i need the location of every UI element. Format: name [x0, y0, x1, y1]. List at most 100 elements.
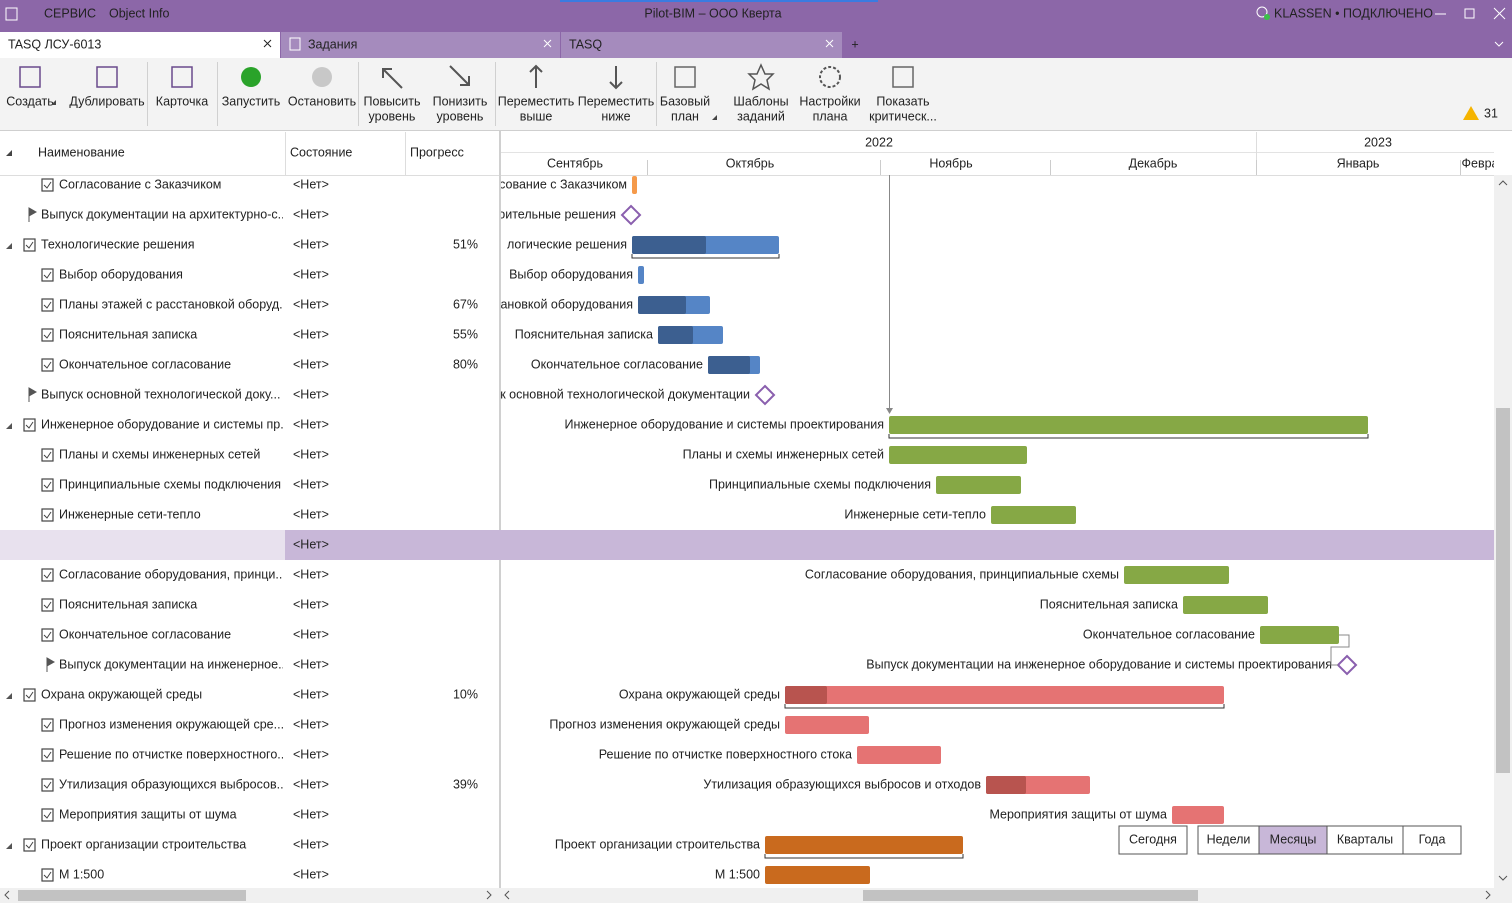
h-scroll-thumb[interactable]	[18, 890, 246, 901]
column-header[interactable]: Наименование	[38, 145, 125, 159]
gantt-bar[interactable]	[1124, 566, 1229, 584]
scale-button-label[interactable]: Недели	[1207, 832, 1251, 846]
row[interactable]	[0, 380, 499, 410]
scale-button[interactable]	[1258, 825, 1328, 855]
tab-close[interactable]	[263, 39, 272, 48]
tab[interactable]	[0, 32, 280, 58]
button-label[interactable]: Остановить	[288, 94, 356, 108]
tab[interactable]	[281, 32, 560, 58]
scale-button[interactable]	[1402, 825, 1462, 855]
button-label[interactable]: ниже	[601, 109, 630, 123]
scale-button-label[interactable]: Месяцы	[1270, 832, 1317, 846]
gantt-bar[interactable]	[785, 686, 1224, 704]
tab-close[interactable]	[825, 39, 834, 48]
expand-toggle[interactable]	[6, 693, 12, 699]
row[interactable]	[0, 680, 499, 710]
button-label[interactable]: Базовый	[660, 94, 710, 108]
row[interactable]	[0, 620, 499, 650]
tabs-menu[interactable]	[1494, 41, 1504, 47]
row[interactable]	[0, 410, 499, 440]
button-label[interactable]: Дублировать	[69, 94, 144, 108]
close[interactable]	[1493, 7, 1506, 20]
button-label[interactable]: Создать	[6, 94, 54, 108]
gantt-bar[interactable]	[765, 836, 963, 854]
scroll-arrow[interactable]	[1498, 180, 1508, 186]
tab-label[interactable]: TASQ ЛСУ-6013	[8, 37, 101, 51]
scroll-arrow[interactable]	[1485, 890, 1491, 900]
scroll-arrow[interactable]	[504, 890, 510, 900]
milestone[interactable]	[620, 204, 642, 226]
gantt-bar[interactable]	[991, 506, 1076, 524]
expand-toggle[interactable]	[6, 843, 12, 849]
gantt-bar[interactable]	[638, 266, 644, 284]
button-label[interactable]: Запустить	[222, 94, 281, 108]
tab-label[interactable]: +	[851, 37, 858, 51]
column-header[interactable]: Состояние	[290, 145, 352, 159]
gantt-bar[interactable]	[632, 176, 637, 194]
gantt-bar[interactable]	[1172, 806, 1224, 824]
button-label[interactable]: Карточка	[156, 94, 208, 108]
row[interactable]	[0, 320, 499, 350]
scale-button[interactable]	[1118, 825, 1188, 855]
gantt-bar[interactable]	[936, 476, 1021, 494]
gantt-bar[interactable]	[1260, 626, 1339, 644]
button-label[interactable]: Показать	[876, 94, 929, 108]
row[interactable]	[0, 860, 499, 890]
button-label[interactable]: Повысить	[363, 94, 420, 108]
button-label[interactable]: Переместить	[578, 94, 655, 108]
button-label[interactable]: Понизить	[433, 94, 488, 108]
collapse-all[interactable]	[6, 150, 12, 156]
button-label[interactable]: уровень	[437, 109, 484, 123]
maximize[interactable]	[1464, 8, 1475, 19]
row[interactable]	[0, 770, 499, 800]
gantt-bar[interactable]	[1183, 596, 1268, 614]
scroll-arrow[interactable]	[4, 890, 10, 900]
row[interactable]	[0, 260, 499, 290]
gantt-bar[interactable]	[765, 866, 870, 884]
gantt-bar[interactable]	[785, 716, 869, 734]
button-label[interactable]: уровень	[369, 109, 416, 123]
tab-label[interactable]: Задания	[308, 37, 357, 51]
menu-item[interactable]: Object Info	[109, 6, 169, 20]
scroll-arrow[interactable]	[1498, 875, 1508, 881]
user-status[interactable]: KLASSEN • ПОДКЛЮЧЕНО	[1274, 6, 1433, 20]
gantt-bar[interactable]	[889, 446, 1027, 464]
row[interactable]	[0, 830, 499, 860]
row[interactable]	[0, 530, 499, 560]
button-label[interactable]: план	[671, 109, 699, 123]
button-label[interactable]: Переместить	[498, 94, 575, 108]
milestone[interactable]	[1336, 654, 1358, 676]
menu-item[interactable]: СЕРВИС	[44, 6, 96, 20]
expand-toggle[interactable]	[6, 243, 12, 249]
gantt-bar[interactable]	[857, 746, 941, 764]
row[interactable]	[0, 500, 499, 530]
row[interactable]	[0, 650, 499, 680]
scale-button[interactable]	[1326, 825, 1404, 855]
row[interactable]	[0, 590, 499, 620]
row[interactable]	[0, 200, 499, 230]
row[interactable]	[0, 440, 499, 470]
row[interactable]	[0, 470, 499, 500]
gantt-bar[interactable]	[889, 416, 1368, 434]
row[interactable]	[0, 290, 499, 320]
warning-count[interactable]: 31	[1484, 106, 1498, 120]
button-label[interactable]: заданий	[737, 109, 785, 123]
tab-label[interactable]: TASQ	[569, 37, 602, 51]
scroll-arrow[interactable]	[486, 890, 492, 900]
column-header[interactable]: Прогресс	[410, 145, 464, 159]
tab-close[interactable]	[543, 39, 552, 48]
button-label[interactable]: плана	[813, 109, 848, 123]
scale-button-label[interactable]: Сегодня	[1129, 832, 1177, 846]
scale-button-label[interactable]: Кварталы	[1337, 832, 1393, 846]
button-label[interactable]: Шаблоны	[733, 94, 788, 108]
milestone[interactable]	[754, 384, 776, 406]
tab[interactable]	[843, 32, 868, 58]
h-scroll-thumb[interactable]	[863, 890, 1198, 901]
row[interactable]	[0, 800, 499, 830]
button-label[interactable]: Настройки	[799, 94, 860, 108]
row[interactable]	[0, 710, 499, 740]
button-label[interactable]: выше	[520, 109, 553, 123]
row[interactable]	[0, 740, 499, 770]
row[interactable]	[0, 560, 499, 590]
v-scroll-thumb[interactable]	[1496, 408, 1510, 773]
